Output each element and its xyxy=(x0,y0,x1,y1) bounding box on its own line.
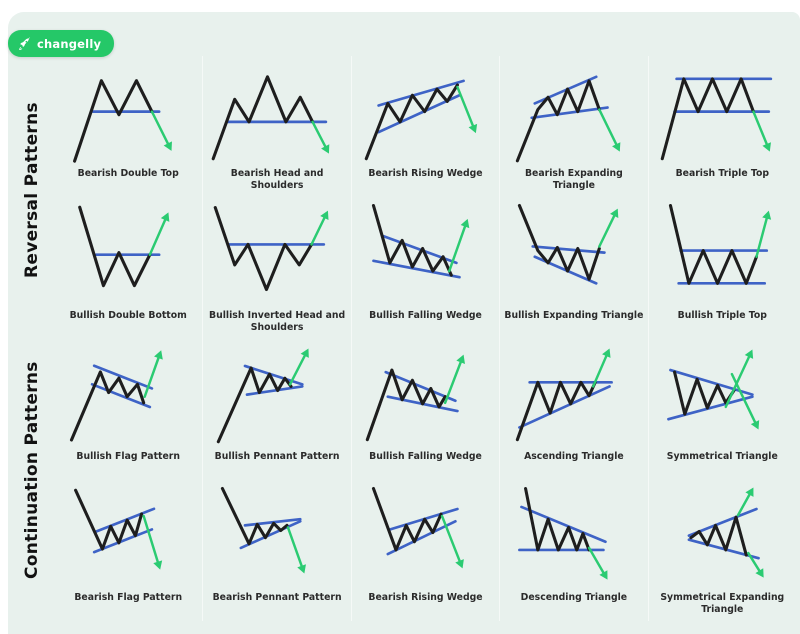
pattern-label: Bullish Double Bottom xyxy=(69,309,187,321)
pattern-card: Bullish Falling Wedge xyxy=(350,338,499,480)
pattern-card: Bullish Flag Pattern xyxy=(54,339,202,480)
pattern-card: Bullish Inverted Head and Shoulders xyxy=(202,197,350,339)
pattern-label: Bearish Flag Pattern xyxy=(74,592,183,603)
pattern-label: Ascending Triangle xyxy=(524,450,624,462)
pattern-label: Descending Triangle xyxy=(520,592,628,603)
pattern-card: Descending Triangle xyxy=(499,479,647,621)
pattern-label: Bullish Falling Wedge xyxy=(369,309,482,321)
pattern-label: Bullish Triple Top xyxy=(677,309,767,321)
descending-triangle-diagram xyxy=(518,486,608,580)
bullish-inverted-head-and-shoulders-diagram xyxy=(214,206,329,292)
rocket-icon xyxy=(17,36,32,51)
pattern-card: Symmetrical Triangle xyxy=(647,338,796,480)
bullish-pennant-diagram xyxy=(217,348,310,443)
pattern-label: Bearish Expanding Triangle xyxy=(524,168,623,192)
bullish-flag-diagram xyxy=(69,349,163,442)
ascending-triangle-diagram xyxy=(516,348,614,441)
symmetrical-expanding-triangle-diagram xyxy=(687,487,764,578)
pattern-card: Bearish Head and Shoulders xyxy=(202,56,350,198)
pattern-card: Bearish Double Top xyxy=(54,56,202,197)
pattern-card: Bullish Pennant Pattern xyxy=(202,338,350,480)
pattern-card: Bearish Triple Top xyxy=(647,56,796,198)
pattern-label: Bullish Expanding Triangle xyxy=(504,309,644,321)
pattern-label: Bearish Triple Top xyxy=(675,168,770,180)
bullish-triple-top-diagram xyxy=(668,204,771,286)
bearish-expanding-triangle-diagram xyxy=(516,75,621,163)
logo-text: changelly xyxy=(37,36,102,51)
pattern-label: Bullish Pennant Pattern xyxy=(214,450,340,462)
pattern-label: Bullish Flag Pattern xyxy=(76,450,180,462)
pattern-card: Symmetrical Expanding Triangle xyxy=(647,479,796,621)
symmetrical-triangle-diagram xyxy=(666,349,759,429)
bearish-triple-top-diagram xyxy=(660,77,772,161)
pattern-card: Bullish Double Bottom xyxy=(54,197,202,338)
pattern-label: Bearish Head and Shoulders xyxy=(230,168,324,192)
bullish-double-bottom-diagram xyxy=(78,205,170,288)
section-label-continuation-patterns: Continuation Patterns xyxy=(22,361,42,579)
pattern-card: Bullish Triple Top xyxy=(647,197,796,339)
section-label-reversal-patterns: Reversal Patterns xyxy=(22,102,42,278)
pattern-label: Bullish Inverted Head and Shoulders xyxy=(209,309,346,333)
bearish-flag-diagram xyxy=(74,488,163,570)
pattern-card: Bullish Falling Wedge xyxy=(350,197,499,339)
pattern-card: Bearish Expanding Triangle xyxy=(499,56,647,198)
bearish-double-top-diagram xyxy=(73,79,172,163)
pattern-label: Bearish Rising Wedge xyxy=(368,168,483,180)
pattern-card: Ascending Triangle xyxy=(499,338,647,480)
bearish-rising-wedge-cont-diagram xyxy=(371,486,464,569)
pattern-card: Bearish Rising Wedge xyxy=(350,479,499,621)
pattern-label: Bearish Pennant Pattern xyxy=(212,592,342,603)
pattern-label: Symmetrical Expanding Triangle xyxy=(660,592,785,616)
bullish-falling-wedge-diagram xyxy=(371,204,470,279)
bearish-pennant-diagram xyxy=(221,486,307,574)
pattern-card: Bearish Pennant Pattern xyxy=(202,479,350,621)
bearish-rising-wedge-diagram xyxy=(364,79,477,161)
bullish-expanding-triangle-diagram xyxy=(518,204,619,285)
changelly-logo: changelly xyxy=(8,30,115,57)
pattern-card: Bearish Flag Pattern xyxy=(54,480,202,621)
pattern-label: Symmetrical Triangle xyxy=(666,450,778,462)
pattern-grid: Bearish Double Top Bearish Head and Shou… xyxy=(54,56,796,621)
pattern-label: Bearish Rising Wedge xyxy=(368,592,483,603)
bullish-falling-wedge-cont-diagram xyxy=(365,354,465,441)
pattern-card: Bearish Rising Wedge xyxy=(350,56,499,198)
pattern-label: Bearish Double Top xyxy=(77,168,179,180)
pattern-label: Bullish Falling Wedge xyxy=(369,450,482,462)
bearish-head-and-shoulders-diagram xyxy=(212,75,330,161)
pattern-card: Bullish Expanding Triangle xyxy=(499,197,647,339)
